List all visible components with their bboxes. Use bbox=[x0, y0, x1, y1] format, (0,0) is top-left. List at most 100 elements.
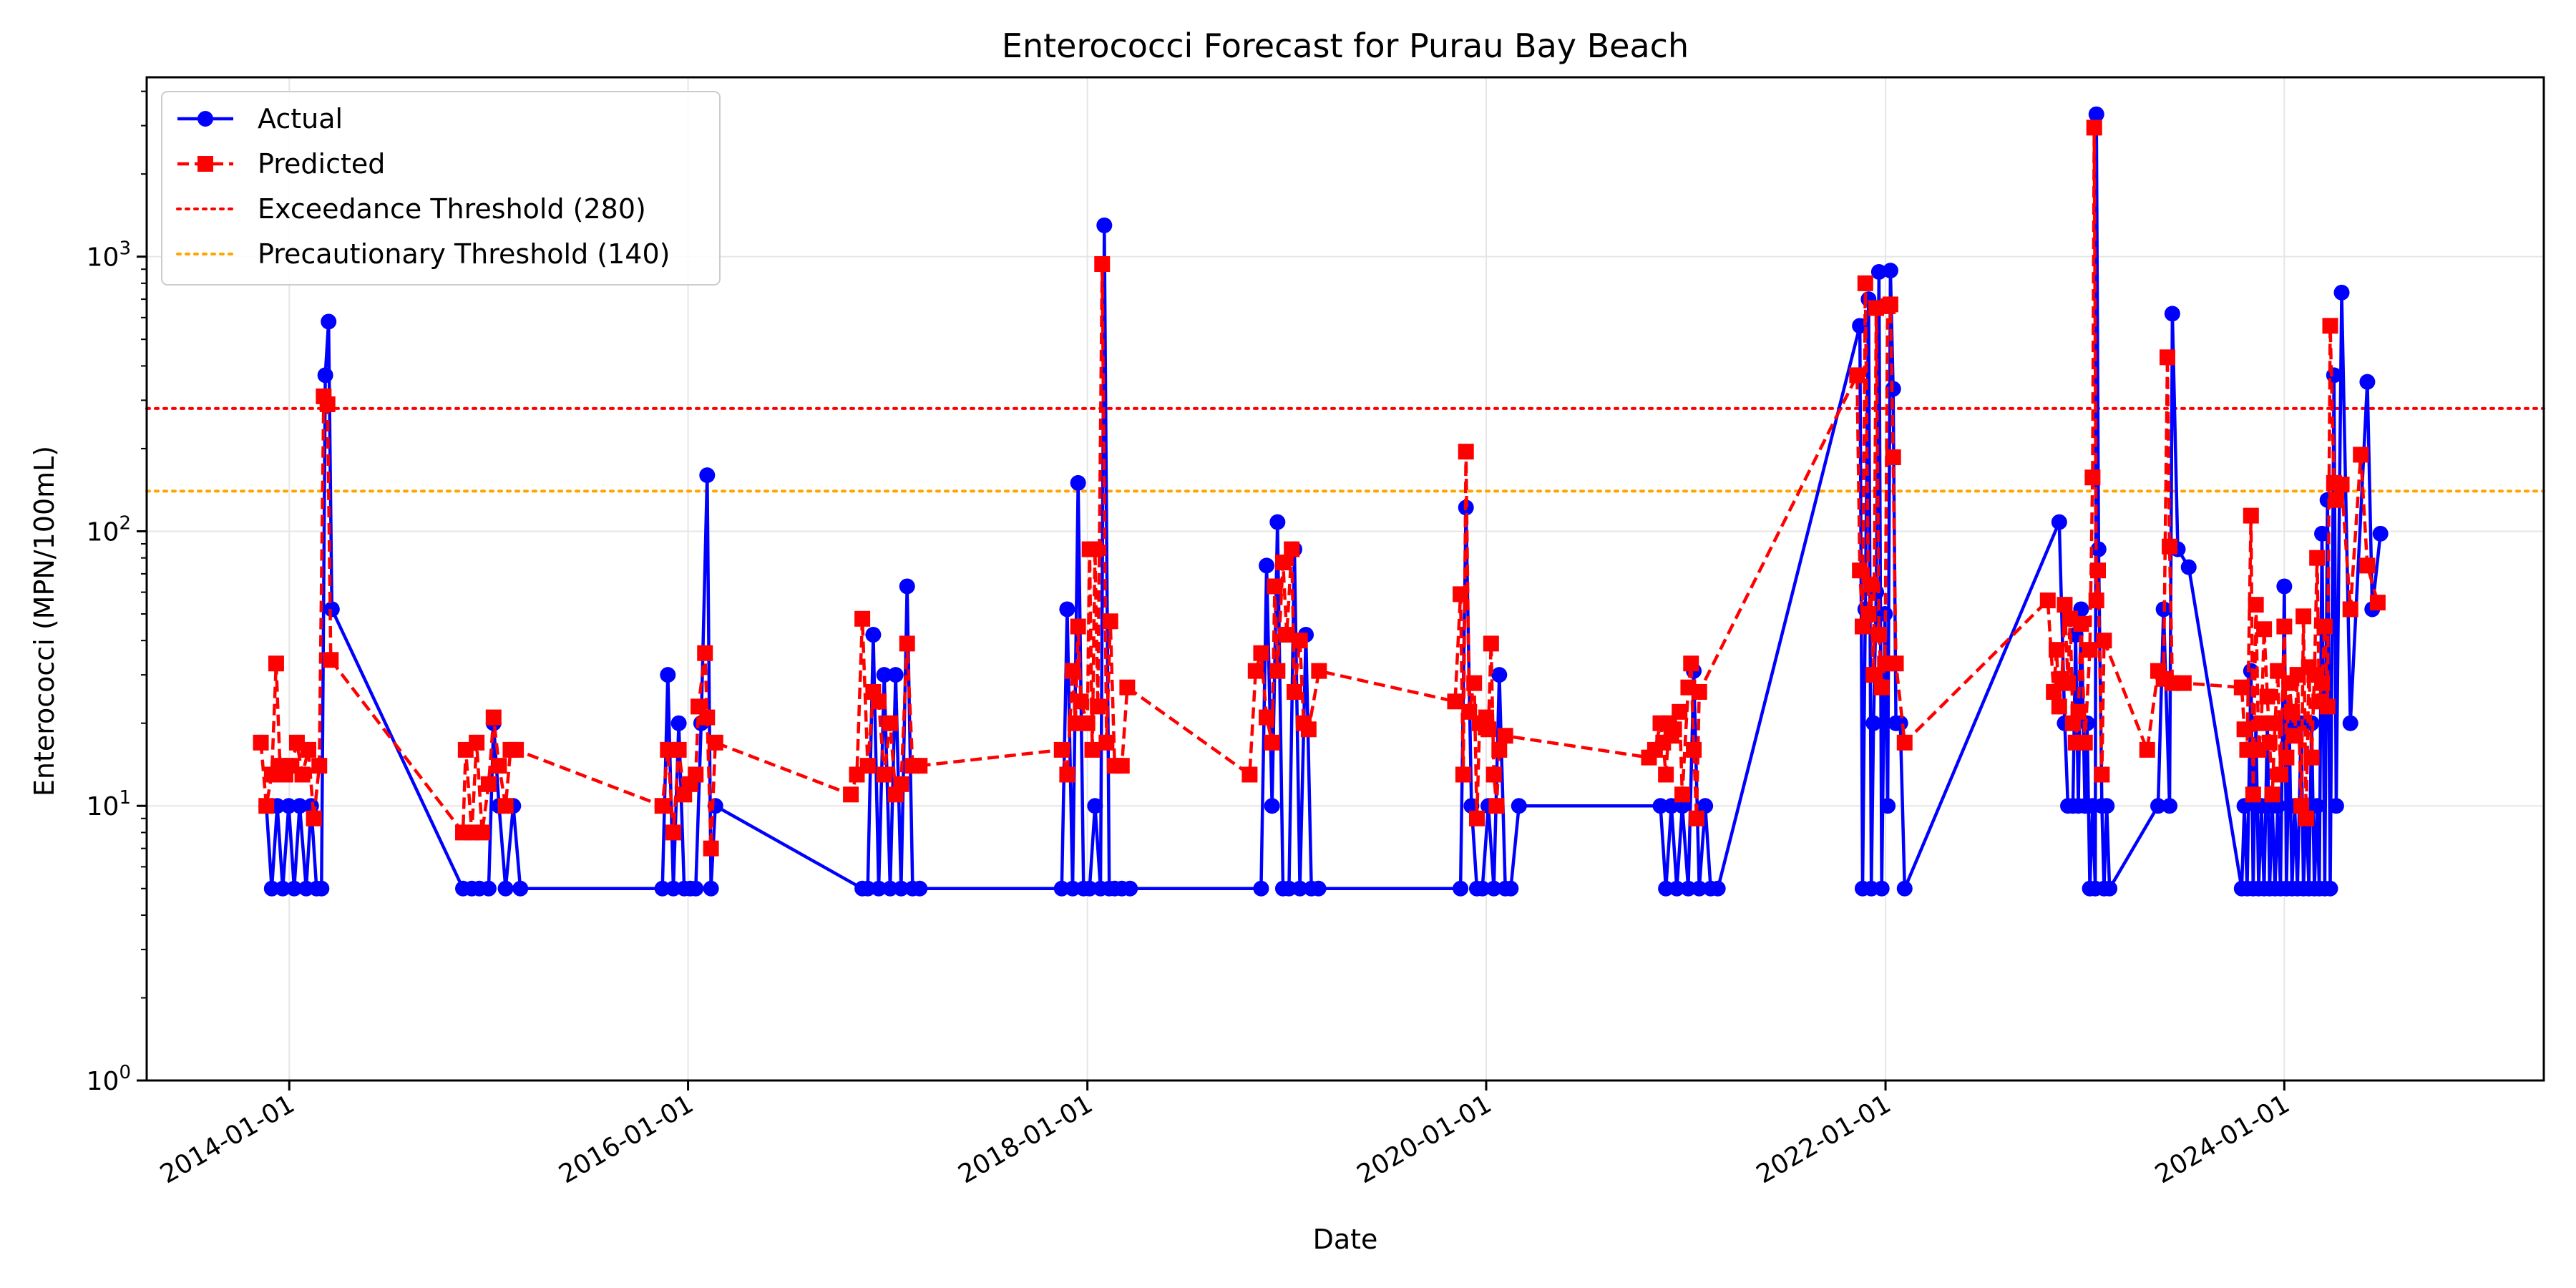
legend-box bbox=[161, 91, 721, 286]
predicted-point bbox=[2243, 507, 2259, 524]
actual-point bbox=[660, 667, 676, 683]
predicted-point bbox=[2086, 119, 2102, 136]
actual-point bbox=[912, 880, 928, 897]
actual-point bbox=[654, 880, 670, 897]
actual-point bbox=[1269, 514, 1286, 530]
predicted-point bbox=[1300, 721, 1317, 738]
predicted-point bbox=[2298, 810, 2314, 826]
actual-point bbox=[1882, 263, 1898, 279]
predicted-point bbox=[1253, 645, 1269, 661]
actual-point bbox=[1292, 880, 1308, 897]
predicted-point bbox=[2276, 618, 2293, 635]
predicted-point bbox=[1873, 679, 1890, 696]
y-tick-label: 101 bbox=[87, 787, 131, 821]
y-axis-label: Enterococci (MPN/100mL) bbox=[29, 446, 60, 796]
predicted-point bbox=[1686, 741, 1702, 758]
predicted-point bbox=[1113, 758, 1130, 774]
legend-entry: Predicted bbox=[177, 148, 385, 180]
actual-series bbox=[258, 106, 2389, 897]
predicted-point bbox=[1098, 734, 1115, 751]
predicted-point bbox=[2259, 688, 2275, 705]
predicted-point bbox=[2261, 734, 2278, 751]
predicted-point bbox=[1090, 698, 1106, 715]
predicted-point bbox=[854, 610, 871, 627]
actual-point bbox=[1652, 798, 1669, 814]
legend-label: Precautionary Threshold (140) bbox=[258, 238, 670, 270]
legend-label: Actual bbox=[258, 103, 343, 135]
predicted-point bbox=[665, 824, 681, 841]
actual-point bbox=[899, 578, 915, 595]
predicted-point bbox=[1247, 663, 1264, 679]
predicted-point bbox=[1683, 655, 1699, 672]
predicted-point bbox=[2139, 741, 2155, 758]
predicted-point bbox=[2175, 675, 2192, 691]
actual-point bbox=[1491, 667, 1508, 683]
actual-point bbox=[286, 880, 303, 897]
predicted-point bbox=[688, 766, 704, 783]
predicted-point bbox=[1084, 741, 1101, 758]
predicted-point bbox=[1269, 663, 1286, 679]
actual-point bbox=[876, 667, 892, 683]
actual-point bbox=[1865, 715, 1882, 731]
predicted-point bbox=[1259, 709, 1275, 726]
predicted-point bbox=[2159, 349, 2175, 366]
actual-point bbox=[1709, 880, 1726, 897]
predicted-point bbox=[699, 709, 716, 726]
y-tick-label: 100 bbox=[87, 1062, 131, 1096]
actual-point bbox=[2180, 559, 2197, 575]
predicted-point bbox=[912, 758, 928, 774]
actual-point bbox=[1669, 880, 1685, 897]
predicted-point bbox=[1849, 367, 1865, 384]
predicted-point bbox=[2248, 597, 2264, 613]
predicted-point bbox=[2046, 683, 2062, 700]
predicted-point bbox=[1279, 627, 1295, 643]
predicted-point bbox=[253, 734, 269, 751]
predicted-point bbox=[1274, 555, 1291, 571]
predicted-point bbox=[1666, 721, 1682, 738]
predicted-point bbox=[2090, 562, 2107, 579]
predicted-point bbox=[882, 715, 899, 731]
actual-point bbox=[280, 798, 297, 814]
predicted-point bbox=[1478, 709, 1494, 726]
predicted-point bbox=[2359, 557, 2376, 574]
actual-point bbox=[2099, 798, 2115, 814]
predicted-point bbox=[1447, 693, 1463, 710]
predicted-point bbox=[1292, 633, 1308, 649]
predicted-point bbox=[2286, 728, 2303, 744]
actual-point bbox=[1122, 880, 1138, 897]
predicted-point bbox=[1870, 627, 1887, 643]
predicted-point bbox=[508, 741, 525, 758]
actual-point bbox=[512, 880, 529, 897]
predicted-point bbox=[2278, 749, 2295, 766]
actual-point bbox=[1485, 880, 1502, 897]
actual-point bbox=[1474, 880, 1491, 897]
actual-point bbox=[2372, 525, 2389, 542]
actual-point bbox=[1892, 715, 1908, 731]
predicted-point bbox=[2369, 595, 2386, 611]
predicted-point bbox=[485, 709, 502, 726]
actual-point bbox=[665, 880, 681, 897]
predicted-point bbox=[2328, 492, 2344, 508]
actual-point bbox=[317, 367, 333, 384]
predicted-point bbox=[1882, 296, 1898, 313]
predicted-point bbox=[2233, 679, 2250, 696]
predicted-point bbox=[2264, 786, 2280, 803]
predicted-point bbox=[2284, 703, 2301, 720]
actual-point bbox=[1658, 880, 1674, 897]
predicted-point bbox=[1241, 766, 1258, 783]
actual-point bbox=[859, 880, 876, 897]
predicted-point bbox=[654, 798, 670, 814]
legend-entry: Actual bbox=[177, 103, 343, 135]
predicted-point bbox=[1483, 635, 1499, 652]
predicted-point bbox=[893, 776, 909, 792]
actual-point bbox=[2090, 541, 2107, 557]
actual-point bbox=[1503, 880, 1519, 897]
legend-entry: Exceedance Threshold (280) bbox=[176, 193, 646, 225]
predicted-point bbox=[1087, 541, 1103, 557]
actual-point bbox=[2102, 880, 2118, 897]
actual-point bbox=[1264, 798, 1280, 814]
predicted-point bbox=[1119, 679, 1136, 696]
actual-point bbox=[1691, 880, 1707, 897]
predicted-point bbox=[258, 798, 275, 814]
